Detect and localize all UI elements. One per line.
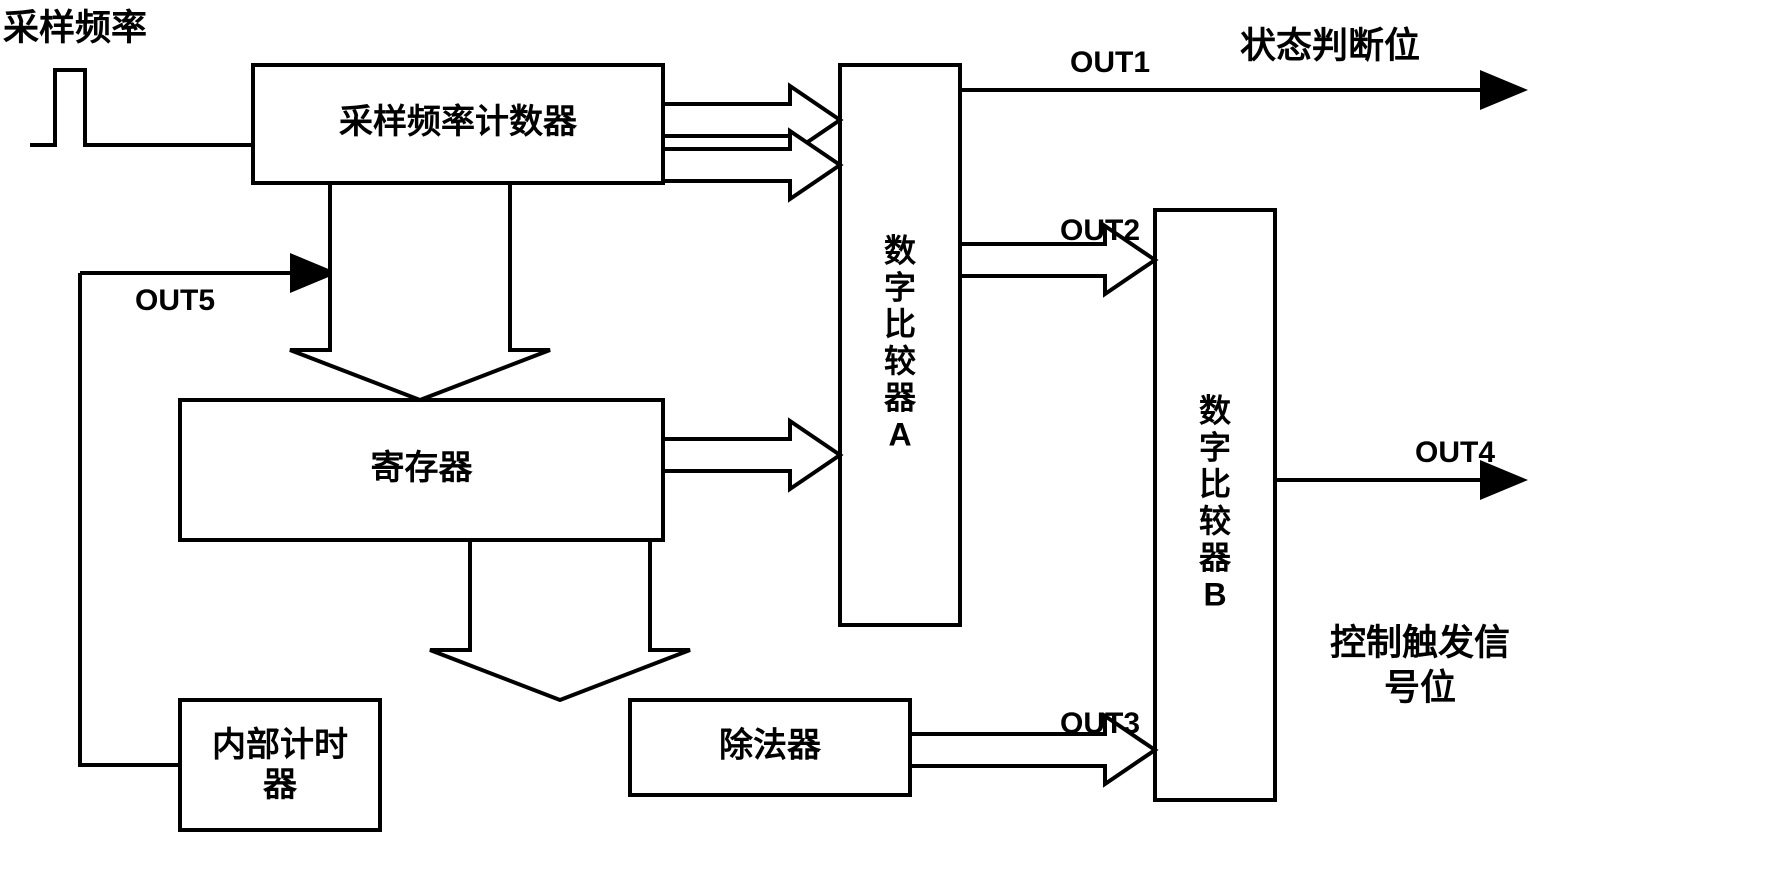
arrow-counter-compA-1 <box>663 86 840 154</box>
sampling-freq-title: 采样频率 <box>3 7 147 48</box>
comparator-b-label: 字 <box>1199 429 1231 465</box>
ctrl-trig-label-2: 号位 <box>1384 667 1456 708</box>
internal-timer-label-2: 器 <box>263 766 298 804</box>
comparator-b-label: 较 <box>1199 503 1231 539</box>
comparator-a-label: A <box>888 416 911 452</box>
out2-label: OUT2 <box>1060 214 1140 247</box>
arrow-register-compA <box>663 421 840 489</box>
comparator-b-label: B <box>1203 576 1226 612</box>
comparator-b-label: 数 <box>1199 392 1232 428</box>
out3-label: OUT3 <box>1060 707 1140 740</box>
pulse-icon <box>30 70 245 145</box>
comparator-b-label: 器 <box>1198 540 1232 576</box>
arrow-counter-register <box>290 183 550 400</box>
comparator-a-label: 比 <box>884 306 916 342</box>
internal-timer-label-1: 内部计时 <box>212 726 348 764</box>
comparator-b-label: 比 <box>1199 466 1231 502</box>
comparator-a-label: 器 <box>883 380 917 416</box>
out5-route <box>80 273 180 765</box>
arrow-register-divider <box>430 540 690 700</box>
ctrl-trig-label-1: 控制触发信 <box>1330 622 1510 663</box>
comparator-a-label: 字 <box>884 269 916 305</box>
comparator-a-label: 较 <box>884 343 916 379</box>
sampling-counter-label: 采样频率计数器 <box>339 103 578 141</box>
out4-label: OUT4 <box>1415 436 1495 469</box>
out5-label: OUT5 <box>135 284 215 317</box>
comparator-a-label: 数 <box>884 232 917 268</box>
divider-label: 除法器 <box>719 725 822 764</box>
register-label: 寄存器 <box>371 449 474 487</box>
arrow-counter-compA-2 <box>663 131 840 199</box>
status-bit-label: 状态判断位 <box>1240 25 1420 66</box>
out1-label: OUT1 <box>1070 46 1150 79</box>
